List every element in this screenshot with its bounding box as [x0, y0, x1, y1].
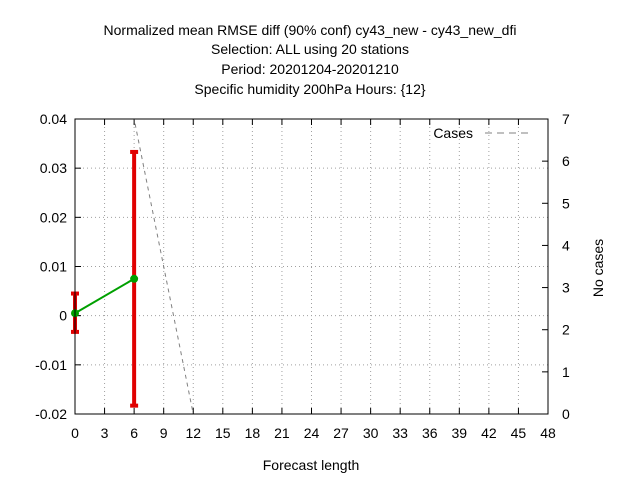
y2-axis-label: No cases — [590, 239, 606, 297]
y-tick-label: 0.01 — [40, 259, 67, 275]
x-axis-ticks: 0 3 6 9 12 15 18 21 24 27 30 33 36 39 42 45 48 — [71, 119, 556, 441]
title-line-3: Period: 20201204-20201210 — [221, 61, 399, 77]
y2-tick-label: 1 — [562, 364, 570, 380]
x-tick-label: 3 — [101, 425, 109, 441]
x-tick-label: 48 — [540, 425, 556, 441]
y-tick-label: 0 — [59, 308, 67, 324]
y2-tick-label: 0 — [562, 406, 570, 422]
x-tick-label: 0 — [71, 425, 79, 441]
y-tick-label: -0.02 — [35, 406, 67, 422]
x-tick-label: 30 — [363, 425, 379, 441]
y-axis-ticks: 0.04 0.03 0.02 0.01 0 -0.01 -0.02 — [35, 111, 81, 422]
grid-lines — [75, 119, 548, 414]
y-tick-label: -0.01 — [35, 357, 67, 373]
title-line-1: Normalized mean RMSE diff (90% conf) cy4… — [104, 22, 517, 38]
plot-frame — [74, 118, 549, 415]
chart-title: Normalized mean RMSE diff (90% conf) cy4… — [104, 22, 517, 97]
title-line-2: Selection: ALL using 20 stations — [211, 41, 409, 57]
y2-axis-ticks: 7 6 5 4 3 2 1 0 — [542, 111, 570, 422]
legend-label-cases: Cases — [433, 125, 473, 141]
y-tick-label: 0.02 — [40, 209, 67, 225]
data-point — [130, 274, 139, 283]
x-tick-label: 9 — [160, 425, 168, 441]
x-tick-label: 15 — [215, 425, 231, 441]
chart-marks — [71, 118, 548, 415]
y-tick-label: 0.04 — [40, 111, 67, 127]
x-tick-label: 18 — [245, 425, 261, 441]
x-tick-label: 45 — [511, 425, 527, 441]
diff-line — [74, 277, 135, 315]
x-tick-label: 27 — [333, 425, 349, 441]
y2-tick-label: 2 — [562, 322, 570, 338]
x-tick-label: 6 — [130, 425, 138, 441]
y2-tick-label: 4 — [562, 237, 570, 253]
y-tick-label: 0.03 — [40, 160, 67, 176]
x-tick-label: 36 — [422, 425, 438, 441]
x-tick-label: 21 — [274, 425, 290, 441]
x-tick-label: 39 — [452, 425, 468, 441]
x-tick-label: 33 — [392, 425, 408, 441]
y2-tick-label: 5 — [562, 195, 570, 211]
x-tick-label: 12 — [185, 425, 201, 441]
y2-tick-label: 7 — [562, 111, 570, 127]
x-axis-label: Forecast length — [263, 457, 360, 473]
y2-tick-label: 3 — [562, 280, 570, 296]
legend: Cases — [433, 125, 530, 141]
x-tick-label: 42 — [481, 425, 497, 441]
x-tick-label: 24 — [304, 425, 320, 441]
y2-tick-label: 6 — [562, 153, 570, 169]
title-line-4: Specific humidity 200hPa Hours: {12} — [194, 81, 425, 97]
